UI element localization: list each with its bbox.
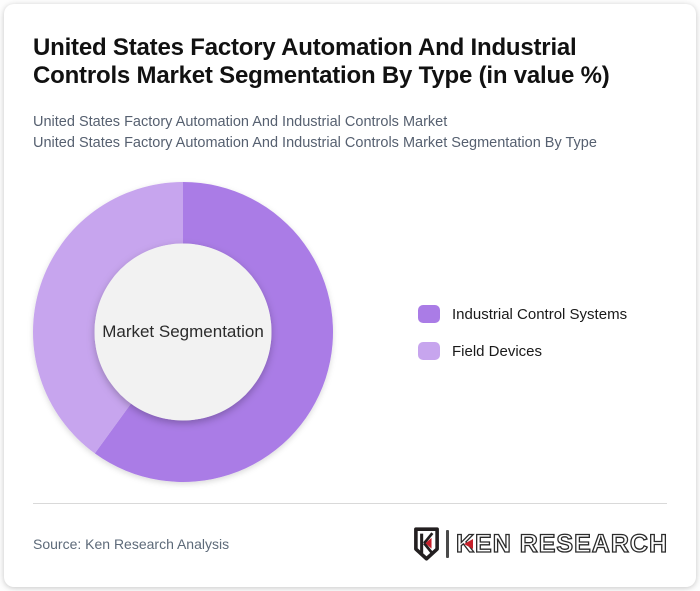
chart-title: United States Factory Automation And Ind…: [33, 34, 610, 89]
logo-wordmark: KEN RESEARCH: [455, 526, 668, 562]
chart-subtitles: United States Factory Automation And Ind…: [33, 112, 673, 154]
legend-item-field-devices: Field Devices: [418, 342, 627, 360]
donut-chart-area: Market Segmentation: [33, 182, 334, 482]
legend-label-field-devices: Field Devices: [452, 342, 543, 360]
donut-slice-industrial-control-systems: [94, 182, 334, 482]
legend-label-industrial-control-systems: Industrial Control Systems: [452, 305, 628, 323]
donut-slices: [33, 182, 334, 482]
chart-subtitle-line2: United States Factory Automation And Ind…: [33, 135, 597, 151]
chart-card: United States Factory Automation And Ind…: [4, 4, 696, 587]
source-text: Source: Ken Research Analysis: [33, 536, 230, 552]
legend-swatch-industrial-control-systems: [418, 305, 440, 323]
chart-legend: Industrial Control Systems Field Devices: [418, 305, 627, 379]
donut-slice-field-devices: [33, 182, 183, 454]
donut-chart: [33, 182, 334, 482]
legend-swatch-field-devices: [418, 342, 440, 360]
footer-divider: [33, 503, 667, 504]
chart-subtitle-line1: United States Factory Automation And Ind…: [33, 114, 448, 130]
logo-red-triangle-icon: [463, 539, 473, 549]
ken-research-logo: KEN RESEARCH: [413, 526, 668, 562]
donut-inner-circle: [94, 243, 272, 421]
logo-wordmark-text: KEN RESEARCH: [455, 529, 668, 558]
logo-separator: [445, 530, 449, 558]
ken-research-shield-icon: [414, 527, 439, 561]
legend-item-industrial-control-systems: Industrial Control Systems: [418, 305, 627, 323]
